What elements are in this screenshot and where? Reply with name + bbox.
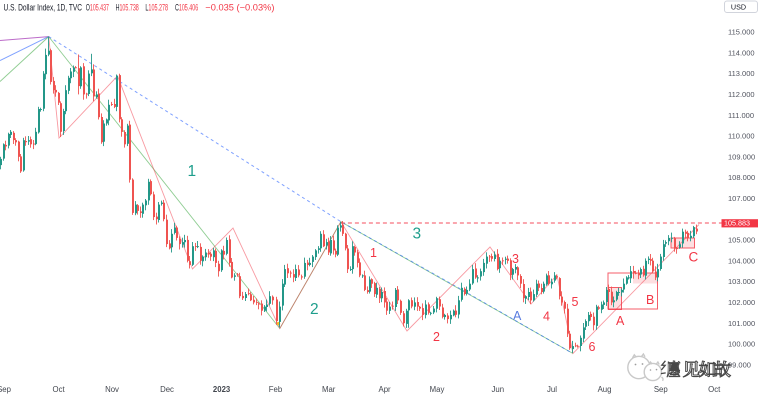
svg-text:1: 1 <box>188 163 197 180</box>
svg-text:104.000: 104.000 <box>728 256 755 265</box>
svg-text:May: May <box>430 385 445 394</box>
svg-text:108.000: 108.000 <box>728 173 755 182</box>
svg-text:Jun: Jun <box>492 385 505 394</box>
svg-text:B: B <box>646 293 654 307</box>
svg-text:C: C <box>689 250 699 265</box>
svg-text:−0.035 (−0.03%): −0.035 (−0.03%) <box>205 2 274 12</box>
svg-text:L105.278: L105.278 <box>145 2 168 12</box>
svg-text:99.000: 99.000 <box>728 360 751 369</box>
svg-text:2023: 2023 <box>213 385 231 394</box>
svg-text:112.000: 112.000 <box>728 90 755 99</box>
svg-text:H105.738: H105.738 <box>116 2 139 12</box>
svg-text:USD: USD <box>731 3 746 12</box>
svg-text:Sep: Sep <box>0 385 12 394</box>
svg-text:105.883: 105.883 <box>724 219 750 228</box>
svg-text:A: A <box>616 314 625 328</box>
svg-text:1: 1 <box>370 246 377 260</box>
svg-text:O105.437: O105.437 <box>86 2 109 12</box>
svg-text:C105.406: C105.406 <box>175 2 198 12</box>
svg-text:114.000: 114.000 <box>728 48 755 57</box>
svg-text:103.000: 103.000 <box>728 277 755 286</box>
svg-text:107.000: 107.000 <box>728 194 755 203</box>
svg-text:5: 5 <box>572 295 579 309</box>
svg-text:A: A <box>513 309 522 323</box>
svg-text:Oct: Oct <box>708 385 721 394</box>
svg-text:111.000: 111.000 <box>728 111 754 120</box>
svg-text:101.000: 101.000 <box>728 319 755 328</box>
svg-text:3: 3 <box>413 226 422 243</box>
svg-text:2: 2 <box>433 330 440 344</box>
svg-text:Aug: Aug <box>598 385 612 394</box>
svg-text:6: 6 <box>589 340 596 354</box>
svg-text:U.S. Dollar Index, 1D, TVC: U.S. Dollar Index, 1D, TVC <box>4 2 83 12</box>
svg-text:Jul: Jul <box>547 385 557 394</box>
svg-text:109.000: 109.000 <box>728 152 755 161</box>
svg-text:Mar: Mar <box>322 385 336 394</box>
svg-text:Dec: Dec <box>160 385 174 394</box>
svg-text:Oct: Oct <box>53 385 66 394</box>
svg-text:Feb: Feb <box>269 385 283 394</box>
svg-text:113.000: 113.000 <box>728 69 755 78</box>
svg-text:4: 4 <box>543 310 550 324</box>
svg-text:102.000: 102.000 <box>728 298 755 307</box>
svg-text:105.000: 105.000 <box>728 236 755 245</box>
svg-text:110.000: 110.000 <box>728 132 755 141</box>
svg-text:115.000: 115.000 <box>728 28 755 37</box>
svg-text:Sep: Sep <box>654 385 669 394</box>
svg-text:100.000: 100.000 <box>728 340 755 349</box>
svg-text:Nov: Nov <box>105 385 119 394</box>
svg-text:2: 2 <box>310 301 319 318</box>
svg-text:Apr: Apr <box>379 385 392 394</box>
svg-text:3: 3 <box>512 252 519 266</box>
